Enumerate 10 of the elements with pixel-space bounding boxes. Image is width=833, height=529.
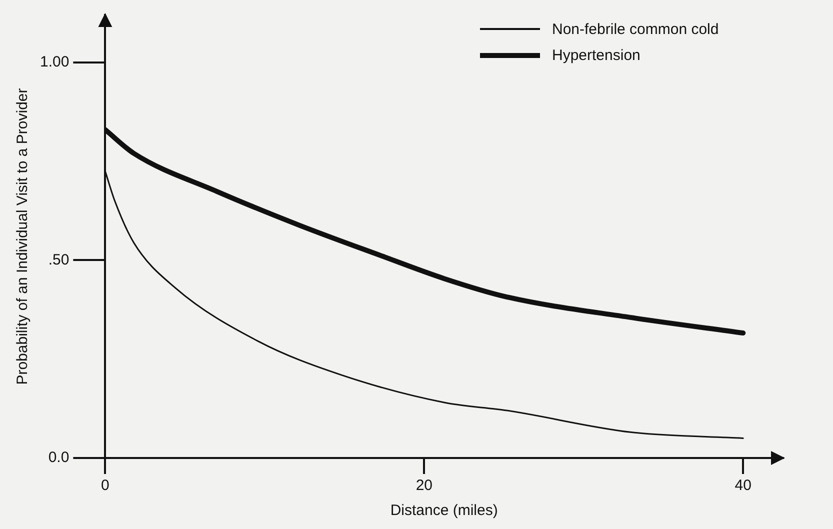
legend-label: Non-febrile common cold (552, 20, 719, 38)
y-tick-label: .50 (48, 251, 70, 268)
legend-label: Hypertension (552, 46, 640, 64)
y-tick-label: 0.0 (48, 449, 70, 466)
x-tick-label: 20 (416, 477, 433, 494)
x-tick-label: 0 (101, 477, 110, 494)
y-tick-label: 1.00 (40, 54, 70, 71)
y-axis-title: Probability of an Individual Visit to a Provider (14, 88, 32, 385)
x-axis-title: Distance (miles) (390, 502, 498, 520)
x-tick-label: 40 (734, 477, 752, 494)
